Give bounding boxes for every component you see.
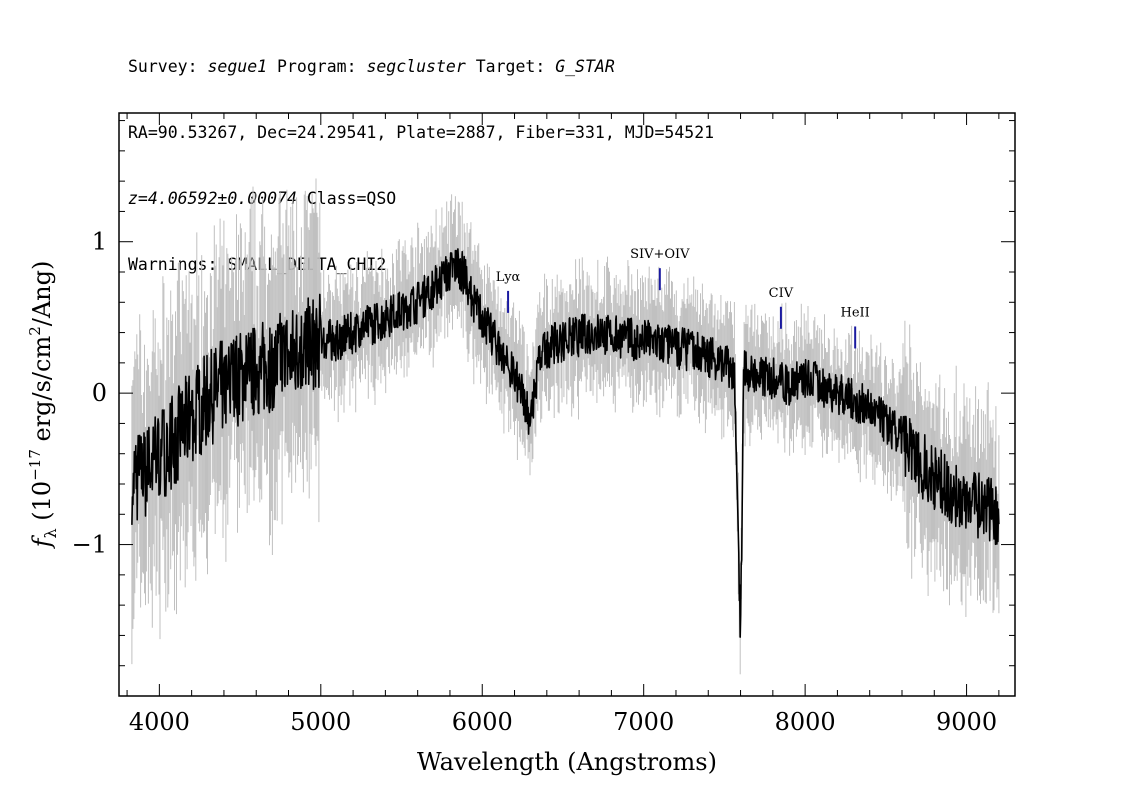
- header-line-survey: Survey: segue1 Program: segcluster Targe…: [128, 56, 714, 78]
- program-value: segcluster: [366, 57, 466, 76]
- spectrum-header: Survey: segue1 Program: segcluster Targe…: [128, 12, 714, 298]
- header-line-coordinates: RA=90.53267, Dec=24.29541, Plate=2887, F…: [128, 123, 715, 142]
- y-axis-ticks: −1 0 1: [72, 120, 1015, 667]
- marker-label: SIV+OIV: [630, 247, 690, 262]
- x-axis-ticks: 4000 5000 6000 7000 8000 9000: [126, 113, 1000, 736]
- emission-line-markers: Lyα SIV+OIV CIV HeII: [496, 247, 870, 349]
- flux-line: [131, 248, 1000, 638]
- x-axis-label: Wavelength (Angstroms): [417, 748, 717, 776]
- program-label: Program:: [267, 57, 367, 76]
- x-tick-label: 8000: [775, 708, 836, 736]
- y-tick-label: 0: [92, 379, 107, 407]
- marker-label: HeII: [841, 305, 870, 320]
- error-band: [131, 178, 1000, 675]
- x-tick-label: 9000: [936, 708, 997, 736]
- plot-frame: [118, 112, 1016, 697]
- survey-value: segue1: [207, 57, 268, 76]
- marker-label: Lyα: [496, 270, 521, 285]
- target-label: Target:: [465, 57, 556, 76]
- flux-series: [131, 248, 1000, 638]
- x-tick-label: 5000: [290, 708, 351, 736]
- y-tick-label: −1: [72, 531, 107, 559]
- class-value: Class=QSO: [296, 189, 397, 208]
- survey-label: Survey:: [128, 57, 208, 76]
- y-tick-label: 1: [92, 228, 107, 256]
- y-axis-label: fλ (10−17 erg/s/cm2/Ang): [26, 261, 60, 550]
- x-tick-label: 6000: [452, 708, 513, 736]
- x-tick-label: 4000: [129, 708, 190, 736]
- x-tick-label: 7000: [613, 708, 674, 736]
- y-axis-label-text: fλ (10−17 erg/s/cm2/Ang): [26, 261, 60, 550]
- target-value: G_STAR: [555, 57, 615, 76]
- marker-label: CIV: [769, 286, 794, 301]
